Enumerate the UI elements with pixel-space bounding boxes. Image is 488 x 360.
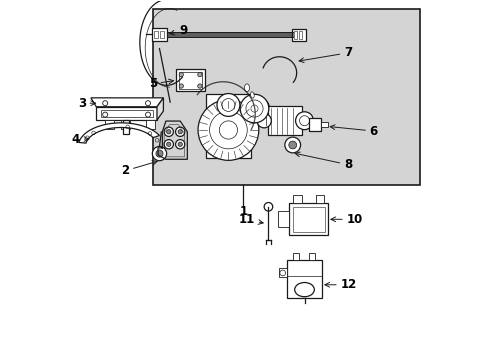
Bar [293, 195, 302, 203]
Text: 4: 4 [72, 132, 89, 145]
Circle shape [197, 72, 202, 77]
Circle shape [217, 94, 240, 116]
Bar [267, 106, 301, 135]
Bar [278, 268, 286, 277]
Text: 2: 2 [121, 161, 157, 177]
Bar [105, 120, 114, 129]
Bar [205, 94, 251, 158]
Circle shape [288, 141, 296, 149]
Circle shape [264, 203, 272, 211]
Text: 11: 11 [239, 213, 263, 226]
Bar [294, 31, 296, 39]
Circle shape [295, 112, 313, 130]
Circle shape [175, 127, 184, 136]
Circle shape [179, 72, 183, 77]
Polygon shape [91, 98, 163, 107]
Bar [160, 31, 163, 38]
Circle shape [285, 137, 300, 153]
Bar [154, 31, 158, 38]
Bar [308, 118, 321, 131]
Bar [298, 31, 301, 39]
Bar [146, 120, 155, 129]
Polygon shape [157, 98, 163, 120]
Text: 9: 9 [169, 24, 187, 37]
Circle shape [247, 98, 269, 119]
Text: 10: 10 [330, 213, 362, 226]
Bar [292, 207, 324, 232]
Ellipse shape [244, 84, 249, 92]
Polygon shape [96, 107, 157, 120]
Circle shape [152, 147, 166, 161]
Circle shape [257, 113, 271, 128]
Bar [153, 9, 419, 185]
Bar [321, 122, 327, 127]
Bar [179, 72, 202, 89]
Bar [286, 260, 322, 298]
Bar [176, 69, 205, 91]
Text: 7: 7 [299, 46, 351, 63]
Circle shape [156, 150, 163, 157]
Bar [291, 28, 305, 41]
Bar [278, 211, 288, 227]
Text: 1: 1 [239, 204, 247, 217]
Circle shape [178, 130, 182, 134]
Circle shape [179, 84, 183, 88]
Text: 6: 6 [329, 125, 377, 138]
Ellipse shape [294, 283, 314, 297]
Bar [101, 110, 152, 117]
Circle shape [166, 130, 171, 134]
Circle shape [175, 140, 184, 149]
Circle shape [240, 94, 268, 123]
Circle shape [178, 142, 182, 147]
Bar [288, 203, 328, 235]
Circle shape [164, 140, 173, 149]
Ellipse shape [250, 92, 254, 98]
Text: 8: 8 [295, 152, 351, 171]
Circle shape [197, 84, 202, 88]
Bar [121, 120, 130, 129]
Polygon shape [79, 123, 159, 143]
Text: 12: 12 [324, 278, 356, 291]
Circle shape [166, 142, 171, 147]
Text: 5: 5 [148, 77, 173, 90]
Bar [151, 28, 167, 41]
Bar [292, 252, 299, 260]
Bar [308, 252, 315, 260]
Text: 3: 3 [78, 97, 95, 110]
Bar [123, 120, 129, 134]
Circle shape [164, 127, 173, 136]
Circle shape [198, 100, 258, 160]
Bar [315, 195, 324, 203]
